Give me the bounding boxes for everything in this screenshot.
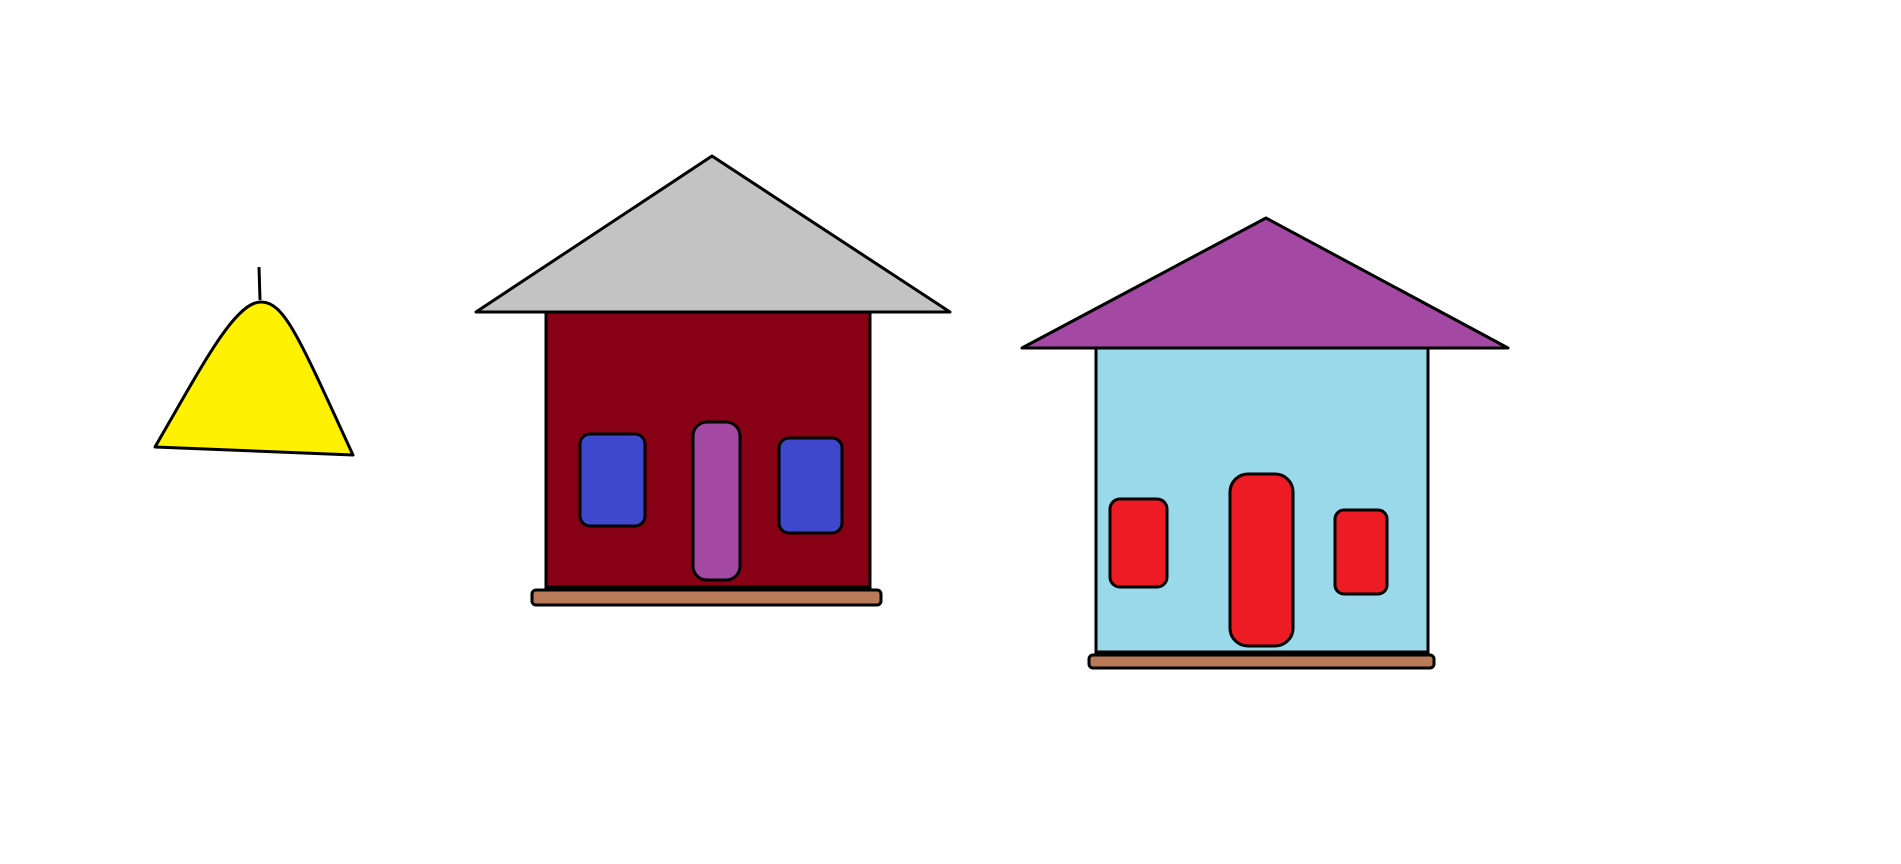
house-left xyxy=(474,154,952,607)
house-left-base xyxy=(530,588,883,607)
house-right-window-left xyxy=(1108,497,1169,589)
house-left-window-left xyxy=(578,432,647,528)
house-left-window-right xyxy=(777,436,844,535)
house-right-roof xyxy=(1020,216,1510,350)
house-right-door xyxy=(1228,472,1295,648)
house-right xyxy=(1020,216,1510,670)
house-left-roof xyxy=(474,154,952,314)
house-right-window-right xyxy=(1333,508,1389,596)
house-left-door xyxy=(691,420,742,582)
bell-icon xyxy=(153,266,355,457)
bell-body xyxy=(153,300,355,457)
bell-stem xyxy=(257,266,262,301)
house-right-base xyxy=(1087,653,1436,670)
